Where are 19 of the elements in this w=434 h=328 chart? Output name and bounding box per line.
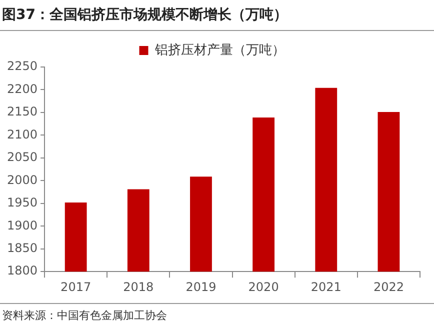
y-tick-label: 1800 <box>6 264 38 278</box>
y-tick-label: 2200 <box>6 82 38 96</box>
x-tick-label: 2017 <box>60 280 92 294</box>
y-tick-label: 1950 <box>6 196 38 210</box>
y-tick-label: 2050 <box>6 150 38 164</box>
chart-title: 图37：全国铝挤压市场规模不断增长（万吨） <box>2 6 288 24</box>
y-tick-label: 1900 <box>6 218 38 232</box>
legend-label: 铝挤压材产量（万吨） <box>154 42 285 58</box>
x-tick-label: 2022 <box>373 280 404 294</box>
x-tick-label: 2018 <box>123 280 154 294</box>
x-tick-label: 2019 <box>186 280 216 294</box>
y-tick-label: 2000 <box>6 172 38 187</box>
y-tick-label: 2150 <box>6 104 38 119</box>
text: 资料来源：中国有色金属加工协会 <box>2 308 167 323</box>
x-tick-label: 2020 <box>248 280 279 294</box>
x-tick-label: 2021 <box>310 280 342 294</box>
y-tick-label: 2250 <box>6 59 38 74</box>
y-tick-label: 2100 <box>6 127 38 142</box>
y-tick-label: 1850 <box>6 240 38 255</box>
